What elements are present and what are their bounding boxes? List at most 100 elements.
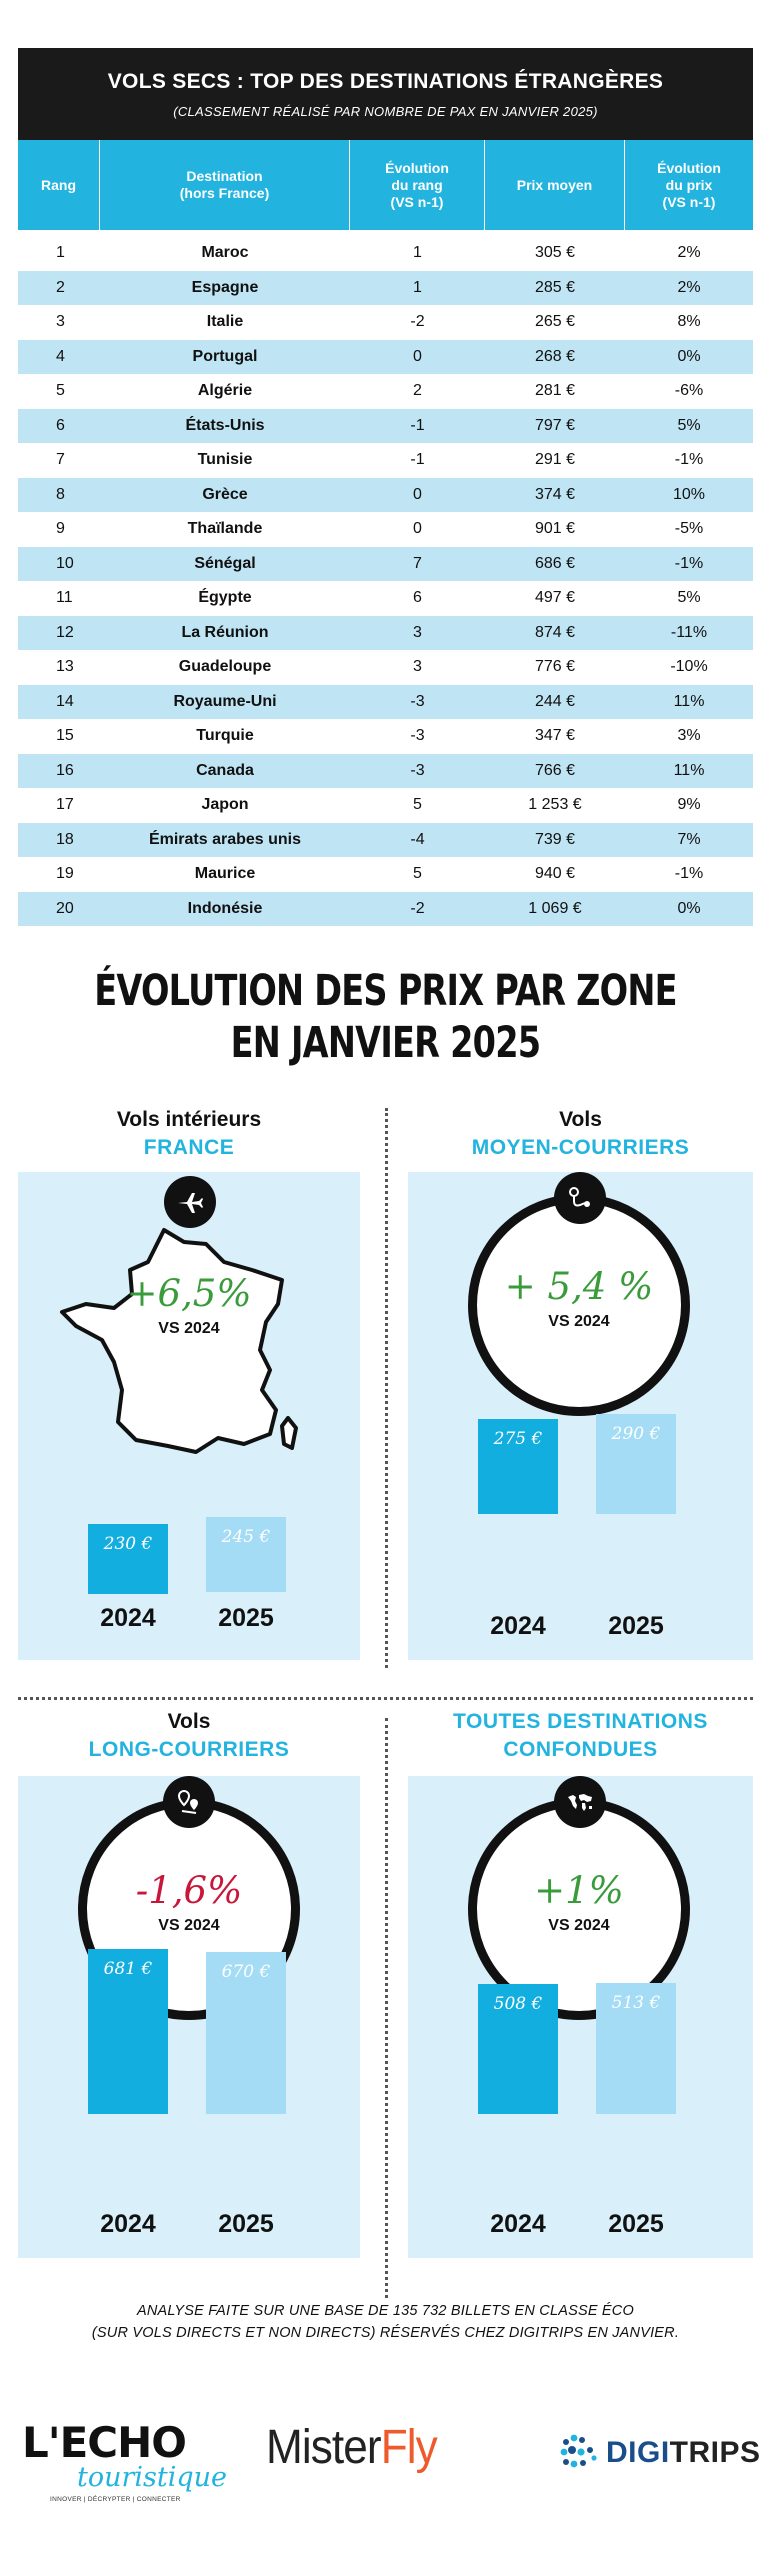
cell-rank-change: 3: [413, 623, 422, 641]
cell-price-change: 5%: [677, 589, 701, 607]
vs-label-toutes: VS 2024: [548, 1917, 610, 1934]
digitrips-logo-b: TRIPS: [669, 2436, 761, 2469]
cell-destination: La Réunion: [181, 623, 269, 641]
col-header-prix-moyen: Prix moyen: [485, 140, 625, 230]
cell-price-change: 3%: [677, 727, 701, 745]
col-header-evolution-prix-text: Évolution du prix (VS n-1): [657, 159, 721, 210]
bar-2025: 513 €: [596, 1983, 676, 2114]
cell-destination: Égypte: [198, 589, 252, 607]
panel-long-title-line1: Vols: [167, 1710, 211, 1733]
year-label-2025: 2025: [608, 2210, 664, 2238]
panel-toutes: +1% VS 2024 508 € 2024 513 € 2025: [408, 1776, 753, 2258]
bar-2025: 245 €: [206, 1517, 286, 1592]
cell-rank-change: 2: [413, 382, 422, 400]
cell-avg-price: 347 €: [534, 727, 576, 745]
cell-price-change: 5%: [677, 416, 701, 434]
table-row: 15 Turquie -3 347 € 3%: [18, 719, 753, 754]
col-header-rang: Rang: [18, 140, 100, 230]
table-row: 10 Sénégal 7 686 € -1%: [18, 546, 753, 581]
cell-destination: États-Unis: [185, 416, 265, 434]
bar-value-label: 275 €: [493, 1429, 543, 1449]
section-title-line1: ÉVOLUTION DES PRIX PAR ZONE: [94, 966, 677, 1016]
cell-rank-change: 1: [413, 244, 422, 262]
table-row: 5 Algérie 2 281 € -6%: [18, 374, 753, 409]
world-map-icon: [554, 1776, 606, 1828]
table-row: 18 Émirats arabes unis -4 739 € 7%: [18, 822, 753, 857]
cell-price-change: 0%: [677, 347, 701, 365]
cell-price-change: 9%: [677, 796, 701, 814]
cell-avg-price: 797 €: [534, 416, 576, 434]
table-row: 19 Maurice 5 940 € -1%: [18, 857, 753, 892]
cell-rank: 12: [56, 623, 74, 641]
table-row: 14 Royaume-Uni -3 244 € 11%: [18, 684, 753, 719]
cell-rank: 16: [56, 761, 74, 779]
cell-rank: 10: [56, 554, 74, 572]
cell-rank-change: 0: [413, 485, 422, 503]
change-france: +6,5%: [126, 1272, 252, 1315]
cell-destination: Guadeloupe: [178, 658, 272, 676]
cell-destination: Sénégal: [194, 554, 256, 572]
year-label-2025: 2025: [218, 2210, 274, 2238]
table-row: 16 Canada -3 766 € 11%: [18, 753, 753, 788]
panel-toutes-title-line2: CONFONDUES: [503, 1738, 658, 1761]
year-label-2024: 2024: [490, 2210, 546, 2238]
bar-2024: 508 €: [478, 1984, 558, 2114]
bar-value-label: 290 €: [611, 1424, 661, 1444]
bar-value-label: 508 €: [493, 1994, 543, 2014]
vertical-divider-bottom: [385, 1718, 388, 2298]
vs-label-moyen: VS 2024: [548, 1313, 610, 1330]
section-title: ÉVOLUTION DES PRIX PAR ZONE EN JANVIER 2…: [85, 965, 686, 1069]
cell-destination: Portugal: [192, 347, 258, 365]
cell-avg-price: 285 €: [534, 278, 576, 296]
cell-destination: Maroc: [201, 244, 249, 262]
airplane-icon: [164, 1176, 216, 1228]
cell-rank-change: -2: [410, 313, 425, 331]
cell-price-change: 10%: [672, 485, 706, 503]
table-row: 13 Guadeloupe 3 776 € -10%: [18, 650, 753, 685]
col-header-evolution-rang-text: Évolution du rang (VS n-1): [385, 159, 449, 210]
cell-destination: Grèce: [202, 485, 248, 503]
cell-destination: Tunisie: [197, 451, 253, 469]
echo-logo-script: touristique: [77, 2462, 228, 2493]
cell-price-change: -1%: [674, 865, 704, 883]
cell-rank: 17: [56, 796, 74, 814]
digitrips-logo-a: DIGI: [606, 2436, 670, 2469]
cell-avg-price: 1 253 €: [528, 796, 582, 814]
cell-rank: 9: [56, 520, 65, 538]
bar-value-label: 670 €: [221, 1962, 271, 1982]
cell-rank: 13: [56, 658, 74, 676]
bar-2024: 275 €: [478, 1419, 558, 1514]
vs-label-long: VS 2024: [158, 1917, 220, 1934]
footer-note: ANALYSE FAITE SUR UNE BASE DE 135 732 BI…: [0, 2300, 771, 2344]
cell-avg-price: 497 €: [534, 589, 576, 607]
cell-rank-change: 5: [413, 796, 422, 814]
change-toutes: +1%: [534, 1869, 624, 1912]
destinations-table: VOLS SECS : TOP DES DESTINATIONS ÉTRANGÈ…: [18, 48, 753, 926]
cell-price-change: -10%: [670, 658, 708, 676]
misterfly-logo-a: Mister: [266, 2421, 382, 2474]
table-row: 9 Thaïlande 0 901 € -5%: [18, 512, 753, 547]
year-label-2024: 2024: [100, 1604, 156, 1632]
footer-note-line1: ANALYSE FAITE SUR UNE BASE DE 135 732 BI…: [137, 2303, 634, 2319]
bar-value-label: 230 €: [103, 1534, 153, 1554]
bar-2024: 230 €: [88, 1524, 168, 1594]
cell-avg-price: 874 €: [534, 623, 576, 641]
route-pin-icon: [554, 1172, 606, 1224]
cell-price-change: -5%: [674, 520, 704, 538]
france-map-icon: [60, 1228, 298, 1454]
vs-label-france: VS 2024: [158, 1320, 220, 1337]
digitrips-dots-icon: [560, 2434, 597, 2468]
table-row: 11 Égypte 6 497 € 5%: [18, 581, 753, 616]
misterfly-logo: MisterFly: [266, 2420, 438, 2475]
cell-rank: 8: [56, 485, 65, 503]
table-row: 7 Tunisie -1 291 € -1%: [18, 443, 753, 478]
table-row: 6 États-Unis -1 797 € 5%: [18, 408, 753, 443]
cell-rank-change: 7: [413, 554, 422, 572]
cell-avg-price: 265 €: [534, 313, 576, 331]
cell-avg-price: 374 €: [534, 485, 576, 503]
cell-rank-change: 1: [413, 278, 422, 296]
digitrips-logo-text: DIGITRIPS: [606, 2436, 761, 2470]
table-title: VOLS SECS : TOP DES DESTINATIONS ÉTRANGÈ…: [107, 70, 664, 93]
cell-rank: 14: [56, 692, 74, 710]
cell-price-change: 0%: [677, 899, 701, 917]
